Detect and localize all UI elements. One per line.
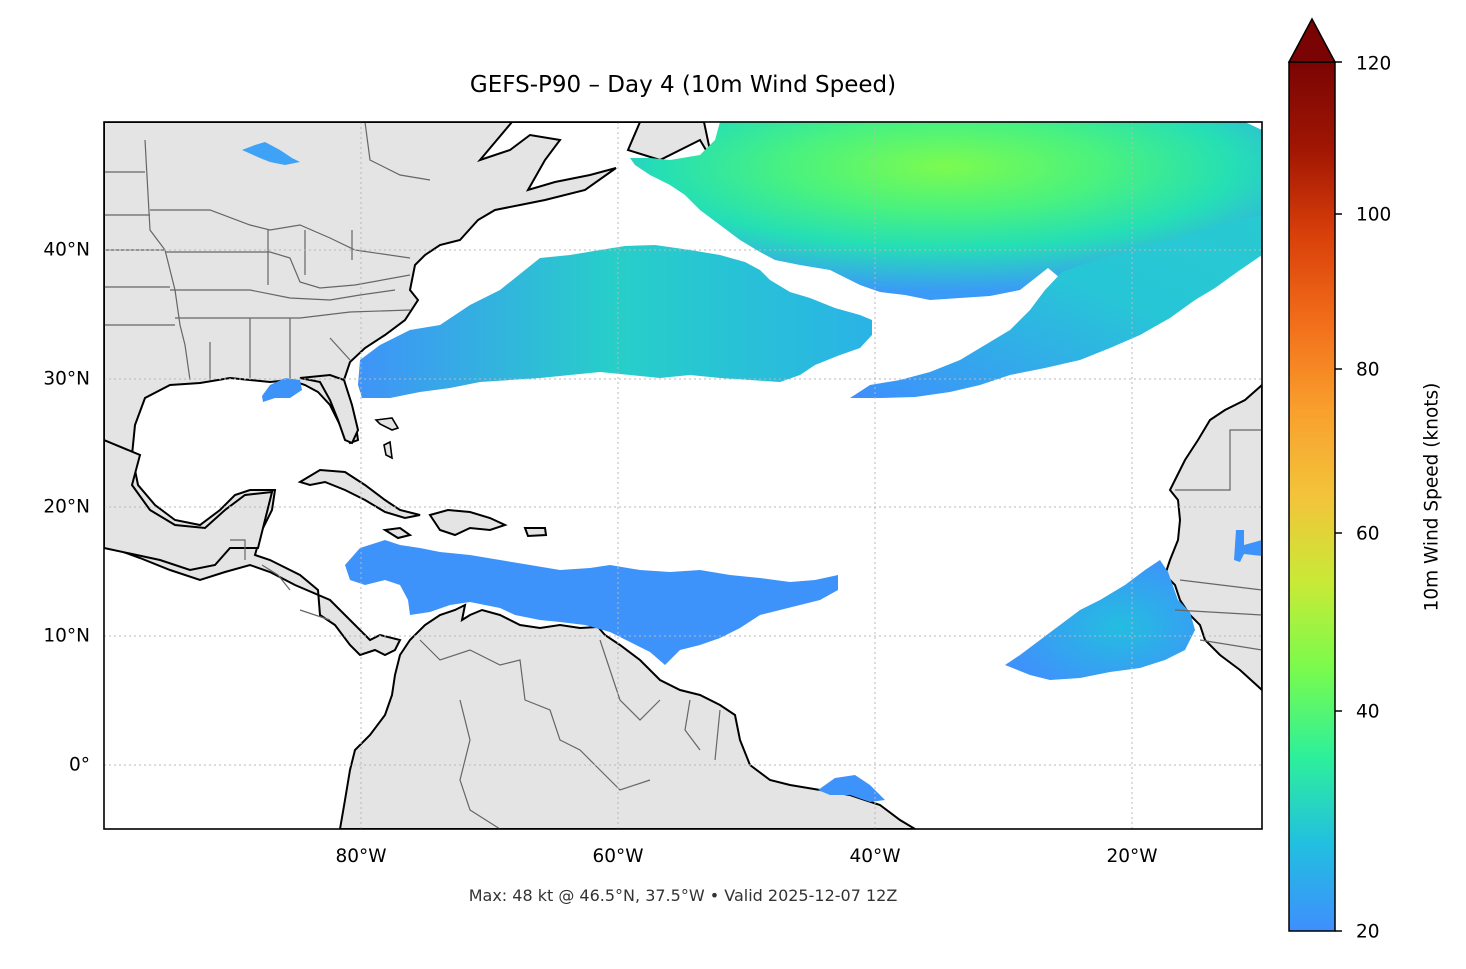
colorbar-tick-40: 40 bbox=[1356, 701, 1380, 723]
colorbar bbox=[1287, 17, 1342, 932]
lon-label-60w: 60°W bbox=[592, 846, 644, 867]
land-florida bbox=[299, 373, 360, 445]
colorbar-tick-20: 20 bbox=[1356, 921, 1380, 943]
lat-label-20n: 20°N bbox=[43, 496, 90, 518]
chart-title: GEFS-P90 – Day 4 (10m Wind Speed) bbox=[469, 72, 897, 98]
lon-label-40w: 40°W bbox=[849, 846, 901, 867]
wind-field-gulf-spot bbox=[262, 378, 302, 402]
land-puerto-rico bbox=[523, 527, 548, 538]
colorbar-title: 10m Wind Speed (knots) bbox=[1421, 382, 1443, 612]
colorbar-gradient bbox=[1288, 61, 1336, 932]
lat-label-40n: 40°N bbox=[43, 239, 90, 261]
wind-field-us-east-coast-band bbox=[358, 245, 872, 398]
lat-label-0: 0° bbox=[68, 754, 90, 776]
land-bahamas bbox=[374, 417, 400, 460]
colorbar-extend-arrow bbox=[1287, 17, 1337, 63]
land-jamaica bbox=[382, 526, 413, 540]
wind-field-ne-brazil bbox=[818, 775, 885, 802]
land-hispaniola bbox=[428, 508, 508, 537]
gridlines bbox=[104, 122, 1262, 829]
map-frame bbox=[103, 121, 1263, 830]
wind-field-great-lakes bbox=[242, 142, 300, 165]
colorbar-tick-80: 80 bbox=[1356, 359, 1380, 381]
wind-speed-field bbox=[242, 122, 1262, 802]
lat-label-30n: 30°N bbox=[43, 368, 90, 390]
lon-label-20w: 20°W bbox=[1106, 846, 1158, 867]
land-mexico bbox=[104, 438, 274, 572]
land-cuba bbox=[297, 468, 421, 520]
colorbar-tick-60: 60 bbox=[1356, 523, 1380, 545]
wind-field-north-atlantic-storm bbox=[630, 122, 1262, 300]
wind-field-caribbean-jet bbox=[345, 540, 838, 665]
colorbar-tick-120: 120 bbox=[1356, 53, 1392, 75]
lat-label-10n: 10°N bbox=[43, 625, 90, 647]
wind-field-frontal-band bbox=[850, 215, 1262, 398]
max-valid-caption: Max: 48 kt @ 46.5°N, 37.5°W • Valid 2025… bbox=[468, 886, 898, 905]
wind-field-inland-africa bbox=[1234, 530, 1262, 562]
lon-label-80w: 80°W bbox=[335, 846, 387, 867]
colorbar-ticks bbox=[1335, 61, 1342, 932]
wind-field-west-africa bbox=[1005, 560, 1195, 680]
land-south-america bbox=[338, 603, 917, 829]
land-north-america bbox=[104, 122, 713, 162]
colorbar-tick-100: 100 bbox=[1356, 204, 1392, 226]
